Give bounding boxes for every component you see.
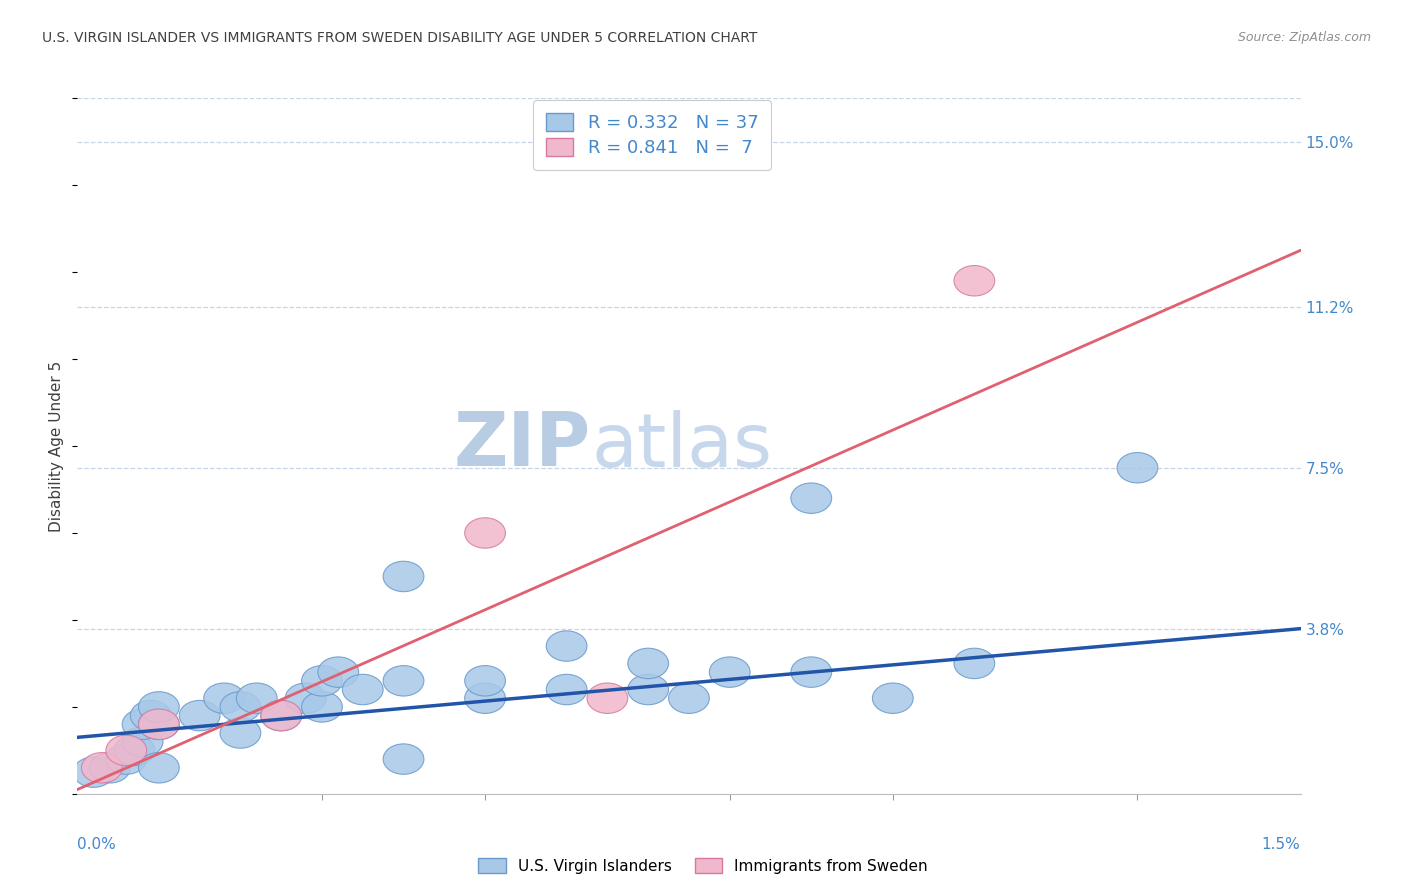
- Y-axis label: Disability Age Under 5: Disability Age Under 5: [49, 360, 65, 532]
- Legend: U.S. Virgin Islanders, Immigrants from Sweden: U.S. Virgin Islanders, Immigrants from S…: [472, 852, 934, 880]
- Ellipse shape: [105, 735, 146, 765]
- Text: ZIP: ZIP: [454, 409, 591, 483]
- Ellipse shape: [122, 709, 163, 739]
- Ellipse shape: [262, 700, 302, 731]
- Ellipse shape: [588, 683, 628, 714]
- Ellipse shape: [873, 683, 914, 714]
- Text: Source: ZipAtlas.com: Source: ZipAtlas.com: [1237, 31, 1371, 45]
- Ellipse shape: [105, 744, 146, 774]
- Text: 1.5%: 1.5%: [1261, 838, 1301, 853]
- Text: atlas: atlas: [591, 409, 772, 483]
- Ellipse shape: [628, 648, 669, 679]
- Ellipse shape: [114, 735, 155, 765]
- Ellipse shape: [139, 691, 180, 723]
- Ellipse shape: [343, 674, 384, 705]
- Ellipse shape: [384, 561, 425, 591]
- Ellipse shape: [90, 753, 131, 783]
- Ellipse shape: [180, 700, 221, 731]
- Legend: R = 0.332   N = 37, R = 0.841   N =  7: R = 0.332 N = 37, R = 0.841 N = 7: [533, 100, 770, 169]
- Ellipse shape: [465, 517, 506, 549]
- Ellipse shape: [131, 700, 172, 731]
- Ellipse shape: [669, 683, 710, 714]
- Ellipse shape: [547, 631, 588, 661]
- Ellipse shape: [792, 657, 832, 688]
- Ellipse shape: [384, 665, 425, 696]
- Ellipse shape: [139, 709, 180, 739]
- Ellipse shape: [955, 648, 995, 679]
- Ellipse shape: [465, 683, 506, 714]
- Text: U.S. VIRGIN ISLANDER VS IMMIGRANTS FROM SWEDEN DISABILITY AGE UNDER 5 CORRELATIO: U.S. VIRGIN ISLANDER VS IMMIGRANTS FROM …: [42, 31, 758, 45]
- Ellipse shape: [318, 657, 359, 688]
- Ellipse shape: [792, 483, 832, 514]
- Ellipse shape: [221, 691, 262, 723]
- Ellipse shape: [384, 744, 425, 774]
- Ellipse shape: [221, 718, 262, 748]
- Ellipse shape: [302, 691, 343, 723]
- Ellipse shape: [139, 709, 180, 739]
- Ellipse shape: [1118, 452, 1159, 483]
- Ellipse shape: [82, 753, 122, 783]
- Ellipse shape: [262, 700, 302, 731]
- Ellipse shape: [955, 266, 995, 296]
- Ellipse shape: [236, 683, 277, 714]
- Text: 0.0%: 0.0%: [77, 838, 117, 853]
- Ellipse shape: [204, 683, 245, 714]
- Ellipse shape: [122, 726, 163, 757]
- Ellipse shape: [465, 665, 506, 696]
- Ellipse shape: [302, 665, 343, 696]
- Ellipse shape: [285, 683, 326, 714]
- Ellipse shape: [139, 753, 180, 783]
- Ellipse shape: [628, 674, 669, 705]
- Ellipse shape: [547, 674, 588, 705]
- Ellipse shape: [73, 757, 114, 788]
- Ellipse shape: [710, 657, 751, 688]
